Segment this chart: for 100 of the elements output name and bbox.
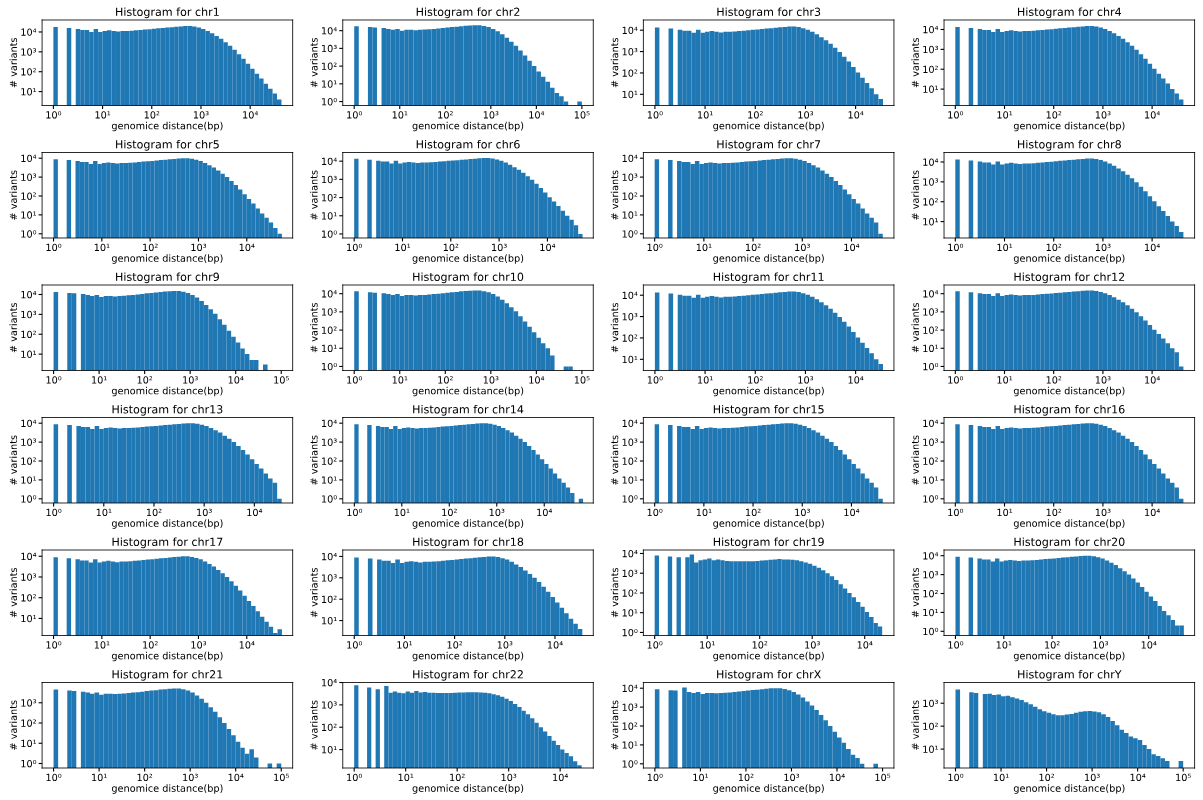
y-tick-label: 10² bbox=[321, 194, 337, 202]
x-tick-label: 10⁴ bbox=[537, 508, 553, 517]
y-tick-label: 10² bbox=[321, 595, 337, 604]
x-tick-label: 10³ bbox=[193, 111, 209, 119]
x-tick-label: 10⁴ bbox=[228, 376, 244, 384]
x-axis-title: genomice distance(bp) bbox=[111, 651, 223, 662]
x-tick-label: 10¹ bbox=[997, 376, 1013, 384]
y-tick-label: 10³ bbox=[923, 45, 938, 54]
y-tick-label: 10² bbox=[21, 330, 36, 339]
y-tick-label: 10⁴ bbox=[321, 157, 337, 166]
x-tick-label: 10³ bbox=[1093, 641, 1109, 649]
x-axis-title: genomice distance(bp) bbox=[713, 254, 824, 264]
y-axis-title: # variants bbox=[610, 37, 619, 88]
y-tick-label: 10² bbox=[923, 326, 938, 334]
y-tick-label: 10¹ bbox=[321, 746, 337, 754]
y-tick-label: 10¹ bbox=[622, 211, 638, 219]
x-tick-label: 10⁴ bbox=[553, 773, 568, 782]
x-tick-label: 10⁵ bbox=[1176, 773, 1191, 782]
y-tick-label: 10² bbox=[923, 722, 938, 730]
x-axis-title: genomice distance(bp) bbox=[111, 784, 223, 794]
y-tick-label: 10² bbox=[321, 457, 337, 465]
y-axis-title: # variants bbox=[9, 302, 18, 353]
y-tick-label: 10² bbox=[21, 457, 36, 465]
y-axis-title: # variants bbox=[911, 170, 919, 220]
x-axis-title: genomice distance(bp) bbox=[111, 519, 223, 529]
y-tick-label: 10⁴ bbox=[923, 158, 939, 166]
chart-title: Histogram for chr20 bbox=[1014, 537, 1125, 549]
x-tick-label: 10⁰ bbox=[46, 376, 62, 384]
y-axis-title: # variants bbox=[310, 37, 318, 88]
x-tick-label: 10⁰ bbox=[948, 376, 964, 384]
y-tick-label: 10³ bbox=[21, 310, 37, 319]
x-tick-label: 10³ bbox=[795, 243, 810, 252]
chart-title: Histogram for chr17 bbox=[112, 537, 223, 549]
x-tick-label: 10³ bbox=[492, 243, 507, 252]
x-tick-label: 10¹ bbox=[92, 376, 107, 384]
x-axis-title: genomice distance(bp) bbox=[412, 121, 524, 132]
x-tick-label: 10² bbox=[746, 243, 761, 252]
x-tick-label: 10⁴ bbox=[529, 376, 545, 384]
x-tick-label: 10⁰ bbox=[948, 508, 964, 517]
x-tick-label: 10³ bbox=[497, 641, 513, 649]
y-tick-label: 10³ bbox=[923, 178, 938, 186]
chart-title: Histogram for chr12 bbox=[1014, 272, 1125, 284]
y-tick-label: 10⁴ bbox=[321, 678, 337, 687]
x-tick-label: 10³ bbox=[191, 243, 207, 252]
y-tick-label: 10² bbox=[321, 326, 337, 334]
y-tick-label: 10¹ bbox=[622, 609, 638, 617]
x-tick-label: 10² bbox=[1046, 243, 1062, 252]
x-tick-label: 10² bbox=[438, 376, 453, 384]
y-axis-title: # variants bbox=[911, 435, 919, 485]
y-tick-label: 10¹ bbox=[21, 350, 37, 358]
x-tick-label: 10⁵ bbox=[875, 773, 891, 782]
y-axis-title: # variants bbox=[610, 700, 619, 750]
y-axis-title: # variants bbox=[610, 567, 619, 618]
y-tick-label: 10¹ bbox=[21, 211, 37, 219]
x-tick-label: 10³ bbox=[784, 773, 800, 782]
y-tick-label: 10⁴ bbox=[923, 552, 939, 560]
y-axis-title: # variants bbox=[911, 302, 919, 353]
x-axis-title: genomice distance(bp) bbox=[412, 386, 524, 397]
y-tick-label: 10⁰ bbox=[923, 627, 939, 636]
x-tick-label: 10¹ bbox=[398, 773, 414, 782]
x-tick-label: 10¹ bbox=[696, 508, 712, 517]
chart-title: Histogram for chr9 bbox=[116, 272, 219, 284]
x-tick-label: 10¹ bbox=[696, 243, 712, 252]
chart-title: Histogram for chr10 bbox=[413, 272, 524, 284]
x-tick-label: 10² bbox=[442, 508, 457, 517]
x-tick-label: 10¹ bbox=[94, 641, 110, 649]
y-tick-label: 10² bbox=[622, 334, 638, 342]
y-tick-label: 10³ bbox=[923, 438, 938, 446]
y-tick-label: 10⁴ bbox=[622, 154, 638, 163]
x-tick-label: 10⁴ bbox=[844, 243, 860, 252]
x-axis-title: genomice distance(bp) bbox=[713, 121, 824, 132]
x-tick-label: 10¹ bbox=[397, 641, 413, 649]
x-tick-label: 10² bbox=[746, 508, 761, 517]
x-tick-label: 10¹ bbox=[96, 508, 112, 517]
y-tick-label: 10³ bbox=[622, 569, 638, 578]
y-axis-title: # variants bbox=[310, 302, 318, 353]
y-axis-title: # variants bbox=[310, 170, 318, 220]
y-tick-label: 10³ bbox=[321, 701, 337, 709]
x-tick-label: 10⁴ bbox=[1145, 243, 1160, 252]
y-tick-label: 10¹ bbox=[21, 88, 37, 96]
y-tick-label: 10² bbox=[21, 68, 36, 76]
y-tick-label: 10¹ bbox=[622, 90, 638, 99]
y-tick-label: 10² bbox=[622, 192, 638, 200]
y-axis-title: # variants bbox=[9, 700, 18, 750]
y-tick-label: 10⁴ bbox=[923, 290, 939, 298]
x-tick-label: 10⁴ bbox=[1130, 773, 1146, 782]
x-tick-label: 10¹ bbox=[996, 641, 1012, 649]
x-tick-label: 10⁵ bbox=[274, 773, 289, 782]
x-axis-title: genomice distance(bp) bbox=[713, 519, 824, 529]
chart-title: Histogram for chr18 bbox=[413, 537, 524, 549]
y-tick-label: 10¹ bbox=[923, 476, 938, 484]
x-tick-label: 10¹ bbox=[92, 773, 107, 782]
y-tick-label: 10³ bbox=[21, 699, 37, 707]
x-tick-label: 10¹ bbox=[95, 111, 111, 119]
y-tick-label: 10³ bbox=[622, 173, 638, 181]
x-tick-label: 10¹ bbox=[698, 376, 713, 384]
x-tick-label: 10⁴ bbox=[239, 243, 255, 252]
x-tick-label: 10¹ bbox=[993, 773, 1009, 782]
y-axis-title: # variants bbox=[310, 435, 318, 485]
x-tick-label: 10⁵ bbox=[574, 376, 590, 384]
